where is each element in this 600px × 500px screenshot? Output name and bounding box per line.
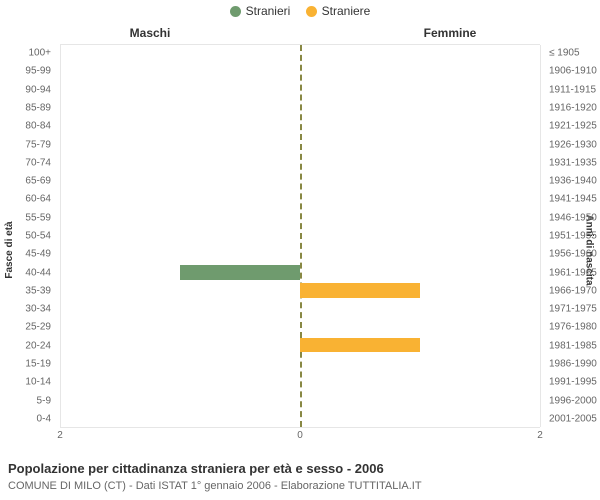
pyramid-row bbox=[60, 245, 540, 263]
birth-tick: 1921-1925 bbox=[549, 121, 600, 132]
legend-label-female: Straniere bbox=[322, 4, 371, 18]
pyramid-row bbox=[60, 227, 540, 245]
y-axis-birth: ≤ 1905 1906-1910 1911-1915 1916-1920 1921-19… bbox=[545, 44, 600, 428]
age-tick: 90-94 bbox=[0, 84, 51, 95]
age-tick: 70-74 bbox=[0, 157, 51, 168]
pyramid-row bbox=[60, 336, 540, 354]
birth-tick: 1981-1985 bbox=[549, 340, 600, 351]
side-title-female: Femmine bbox=[300, 26, 600, 40]
age-tick: 40-44 bbox=[0, 267, 51, 278]
birth-tick: 1931-1935 bbox=[549, 157, 600, 168]
age-tick: 65-69 bbox=[0, 176, 51, 187]
pyramid-row bbox=[60, 409, 540, 427]
y-axis-age: 100+ 95-99 90-94 85-89 80-84 75-79 70-74 65-69 6… bbox=[0, 44, 55, 428]
pyramid-row bbox=[60, 136, 540, 154]
age-tick: 15-19 bbox=[0, 359, 51, 370]
legend-item-male: Stranieri bbox=[230, 4, 291, 18]
plot-area bbox=[60, 44, 540, 428]
birth-tick: 1951-1955 bbox=[549, 231, 600, 242]
age-tick: 55-59 bbox=[0, 212, 51, 223]
pyramid-row bbox=[60, 63, 540, 81]
birth-tick: 1956-1960 bbox=[549, 249, 600, 260]
pyramid-row bbox=[60, 318, 540, 336]
population-pyramid-chart: Stranieri Straniere Maschi Femmine Fasce… bbox=[0, 0, 600, 500]
age-tick: 50-54 bbox=[0, 231, 51, 242]
age-tick: 30-34 bbox=[0, 304, 51, 315]
birth-tick: ≤ 1905 bbox=[549, 48, 600, 59]
pyramid-row bbox=[60, 372, 540, 390]
birth-tick: 1936-1940 bbox=[549, 176, 600, 187]
birth-tick: 1986-1990 bbox=[549, 359, 600, 370]
bar-female bbox=[300, 338, 420, 353]
age-tick: 95-99 bbox=[0, 66, 51, 77]
gridline bbox=[540, 45, 541, 427]
birth-tick: 1906-1910 bbox=[549, 66, 600, 77]
birth-tick: 1941-1945 bbox=[549, 194, 600, 205]
birth-tick: 1991-1995 bbox=[549, 377, 600, 388]
pyramid-row bbox=[60, 263, 540, 281]
birth-tick: 2001-2005 bbox=[549, 413, 600, 424]
age-tick: 35-39 bbox=[0, 285, 51, 296]
birth-tick: 1966-1970 bbox=[549, 285, 600, 296]
age-tick: 75-79 bbox=[0, 139, 51, 150]
bar-male bbox=[180, 265, 300, 280]
age-tick: 25-29 bbox=[0, 322, 51, 333]
pyramid-row bbox=[60, 118, 540, 136]
legend: Stranieri Straniere bbox=[0, 4, 600, 20]
x-tick: 2 bbox=[537, 430, 543, 441]
chart-subtitle: COMUNE DI MILO (CT) - Dati ISTAT 1° genn… bbox=[8, 480, 592, 492]
age-tick: 0-4 bbox=[0, 413, 51, 424]
pyramid-row bbox=[60, 281, 540, 299]
pyramid-row bbox=[60, 300, 540, 318]
age-tick: 45-49 bbox=[0, 249, 51, 260]
pyramid-row bbox=[60, 391, 540, 409]
pyramid-row bbox=[60, 45, 540, 63]
legend-item-female: Straniere bbox=[306, 4, 371, 18]
birth-tick: 1946-1950 bbox=[549, 212, 600, 223]
pyramid-row bbox=[60, 100, 540, 118]
legend-label-male: Stranieri bbox=[246, 4, 291, 18]
birth-tick: 1971-1975 bbox=[549, 304, 600, 315]
bar-female bbox=[300, 283, 420, 298]
legend-swatch-male bbox=[230, 6, 241, 17]
age-tick: 60-64 bbox=[0, 194, 51, 205]
pyramid-row bbox=[60, 154, 540, 172]
x-tick: 0 bbox=[297, 430, 303, 441]
pyramid-row bbox=[60, 172, 540, 190]
pyramid-row bbox=[60, 354, 540, 372]
birth-tick: 1926-1930 bbox=[549, 139, 600, 150]
legend-swatch-female bbox=[306, 6, 317, 17]
birth-tick: 1976-1980 bbox=[549, 322, 600, 333]
x-tick: 2 bbox=[57, 430, 63, 441]
age-tick: 20-24 bbox=[0, 340, 51, 351]
birth-tick: 1916-1920 bbox=[549, 103, 600, 114]
pyramid-row bbox=[60, 191, 540, 209]
birth-tick: 1996-2000 bbox=[549, 395, 600, 406]
age-tick: 85-89 bbox=[0, 103, 51, 114]
age-tick: 5-9 bbox=[0, 395, 51, 406]
x-axis: 2 0 2 bbox=[60, 430, 540, 444]
side-title-male: Maschi bbox=[0, 26, 300, 40]
age-tick: 80-84 bbox=[0, 121, 51, 132]
birth-tick: 1961-1965 bbox=[549, 267, 600, 278]
pyramid-row bbox=[60, 81, 540, 99]
pyramid-row bbox=[60, 209, 540, 227]
age-tick: 10-14 bbox=[0, 377, 51, 388]
birth-tick: 1911-1915 bbox=[549, 84, 600, 95]
chart-title: Popolazione per cittadinanza straniera p… bbox=[8, 461, 592, 476]
age-tick: 100+ bbox=[0, 48, 51, 59]
